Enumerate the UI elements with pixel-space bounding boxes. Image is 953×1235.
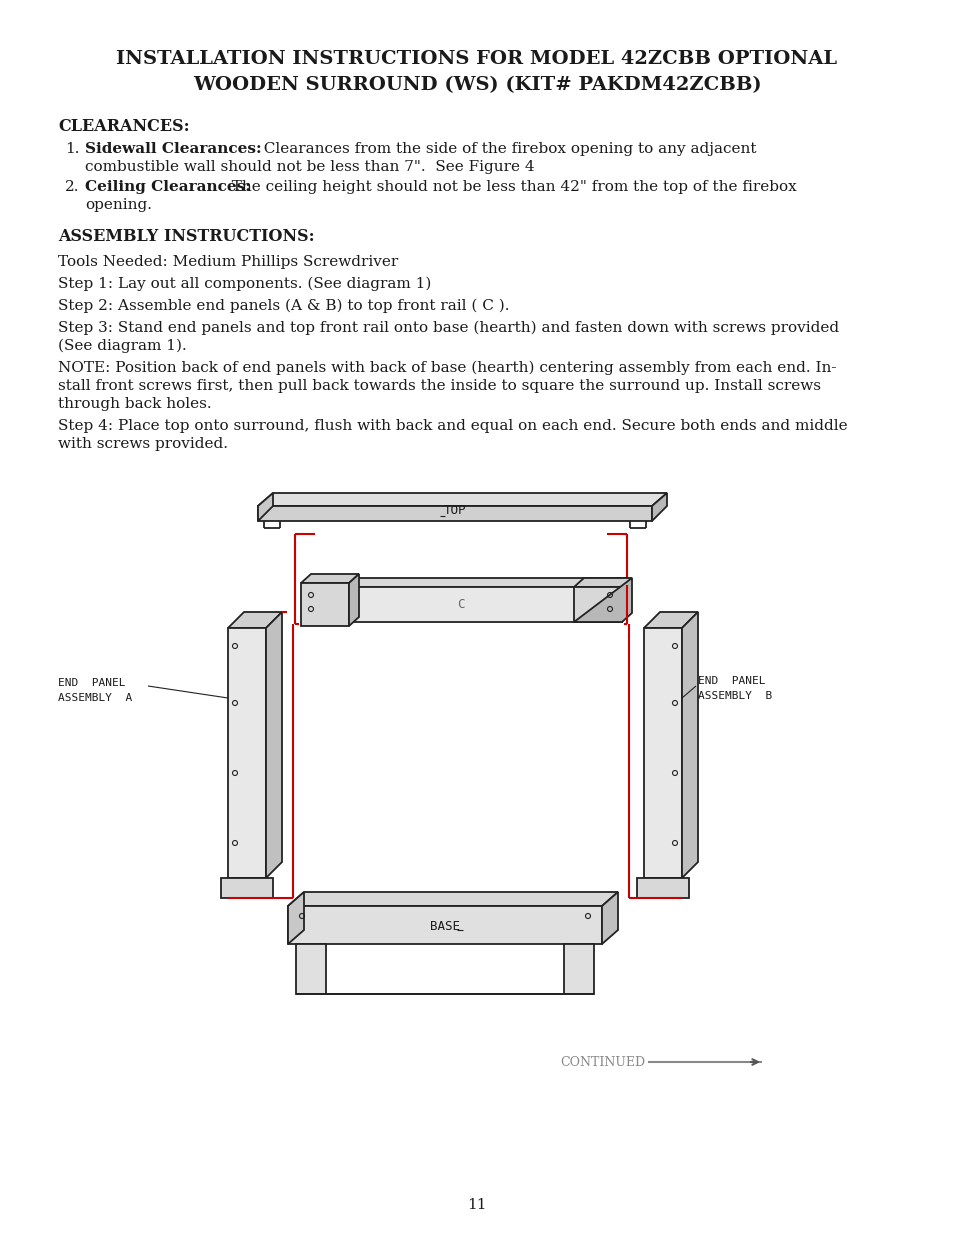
Text: WOODEN SURROUND (WS) (KIT# PAKDM42ZCBB): WOODEN SURROUND (WS) (KIT# PAKDM42ZCBB)	[193, 77, 760, 94]
Text: opening.: opening.	[85, 198, 152, 212]
Polygon shape	[221, 878, 273, 898]
Text: NOTE: Position back of end panels with back of base (hearth) centering assembly : NOTE: Position back of end panels with b…	[58, 361, 836, 375]
Text: combustible wall should not be less than 7".  See Figure 4: combustible wall should not be less than…	[85, 161, 534, 174]
Polygon shape	[618, 578, 627, 622]
Text: 11: 11	[467, 1198, 486, 1212]
Text: ASSEMBLY  B: ASSEMBLY B	[698, 692, 771, 701]
Polygon shape	[637, 878, 688, 898]
Polygon shape	[228, 613, 282, 629]
Polygon shape	[266, 613, 282, 878]
Polygon shape	[574, 587, 621, 622]
Polygon shape	[681, 613, 698, 878]
Polygon shape	[305, 587, 618, 622]
Text: END  PANEL: END PANEL	[698, 676, 764, 685]
Polygon shape	[295, 944, 326, 994]
Text: ASSEMBLY INSTRUCTIONS:: ASSEMBLY INSTRUCTIONS:	[58, 228, 314, 245]
Polygon shape	[288, 892, 304, 944]
Text: Step 1: Lay out all components. (See diagram 1): Step 1: Lay out all components. (See dia…	[58, 277, 431, 291]
Polygon shape	[305, 578, 627, 587]
Polygon shape	[228, 629, 266, 878]
Polygon shape	[257, 493, 273, 521]
Text: Tools Needed: Medium Phillips Screwdriver: Tools Needed: Medium Phillips Screwdrive…	[58, 254, 397, 269]
Text: Clearances from the side of the firebox opening to any adjacent: Clearances from the side of the firebox …	[253, 142, 756, 156]
Text: 1.: 1.	[65, 142, 79, 156]
Text: TOP: TOP	[443, 504, 466, 516]
Text: ASSEMBLY  A: ASSEMBLY A	[58, 693, 132, 703]
Text: 2.: 2.	[65, 180, 79, 194]
Text: through back holes.: through back holes.	[58, 396, 212, 411]
Polygon shape	[643, 613, 698, 629]
Polygon shape	[601, 892, 618, 944]
Text: Ceiling Clearances:: Ceiling Clearances:	[85, 180, 251, 194]
Text: Step 3: Stand end panels and top front rail onto base (hearth) and fasten down w: Step 3: Stand end panels and top front r…	[58, 321, 839, 336]
Polygon shape	[563, 944, 594, 994]
Text: with screws provided.: with screws provided.	[58, 437, 228, 451]
Text: The ceiling height should not be less than 42" from the top of the firebox: The ceiling height should not be less th…	[222, 180, 796, 194]
Polygon shape	[349, 574, 358, 626]
Text: INSTALLATION INSTRUCTIONS FOR MODEL 42ZCBB OPTIONAL: INSTALLATION INSTRUCTIONS FOR MODEL 42ZC…	[116, 49, 837, 68]
Polygon shape	[301, 574, 358, 583]
Text: CLEARANCES:: CLEARANCES:	[58, 119, 190, 135]
Polygon shape	[574, 578, 631, 622]
Polygon shape	[574, 578, 631, 587]
Text: BASE: BASE	[430, 920, 459, 932]
Polygon shape	[288, 906, 601, 944]
Polygon shape	[257, 506, 651, 521]
Polygon shape	[651, 493, 666, 521]
Text: stall front screws first, then pull back towards the inside to square the surrou: stall front screws first, then pull back…	[58, 379, 821, 393]
Text: END  PANEL: END PANEL	[58, 678, 126, 688]
Polygon shape	[288, 892, 618, 906]
Polygon shape	[257, 493, 666, 506]
Polygon shape	[301, 583, 349, 626]
Text: Step 2: Assemble end panels (A & B) to top front rail ( C ).: Step 2: Assemble end panels (A & B) to t…	[58, 299, 509, 314]
Polygon shape	[643, 629, 681, 878]
Text: CONTINUED: CONTINUED	[559, 1056, 644, 1068]
Text: Sidewall Clearances:: Sidewall Clearances:	[85, 142, 261, 156]
Text: Step 4: Place top onto surround, flush with back and equal on each end. Secure b: Step 4: Place top onto surround, flush w…	[58, 419, 846, 433]
Text: C: C	[456, 599, 464, 611]
Text: (See diagram 1).: (See diagram 1).	[58, 338, 187, 353]
